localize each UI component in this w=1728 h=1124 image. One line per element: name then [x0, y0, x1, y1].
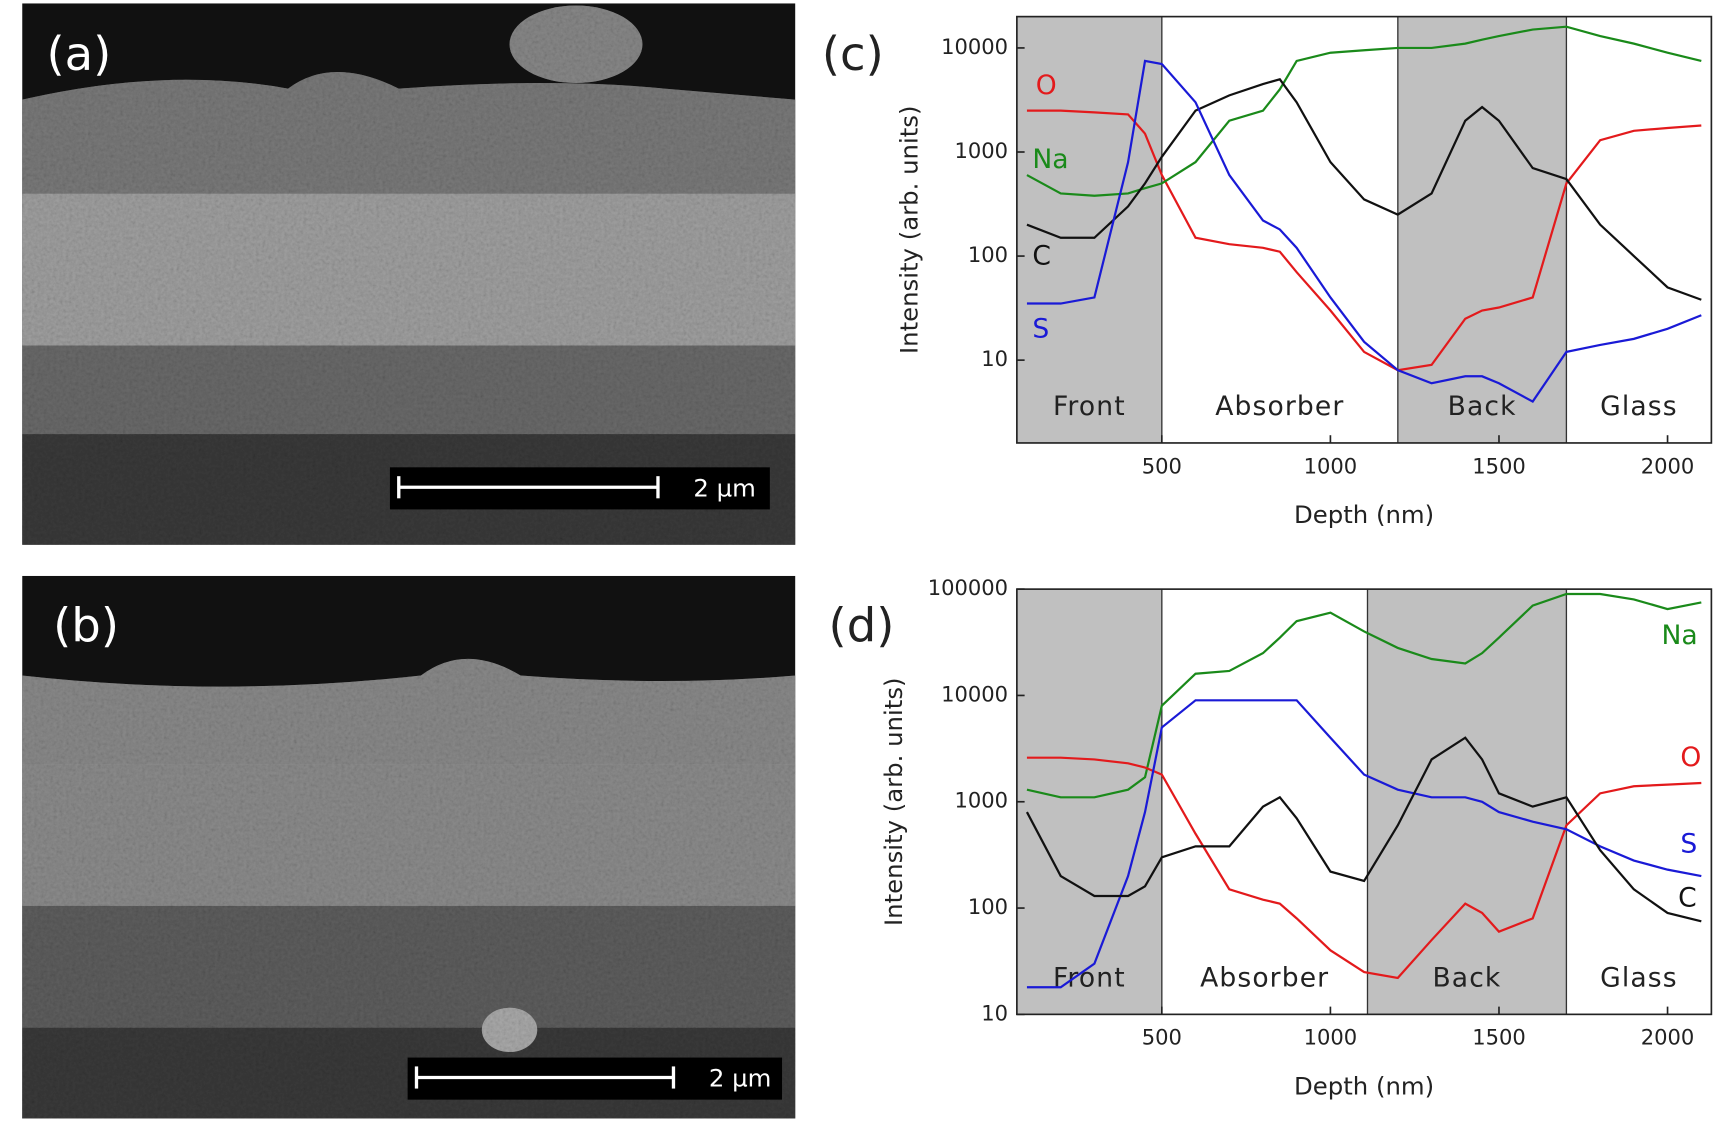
region [1367, 589, 1567, 1015]
x-tick-label: 1000 [1304, 453, 1358, 478]
y-tick-label: 100000 [928, 575, 1008, 600]
x-tick-label: 500 [1142, 453, 1182, 478]
legend-label: C [1678, 883, 1697, 914]
y-tick-label: 10000 [941, 34, 1008, 59]
x-tick-label: 1000 [1304, 1025, 1358, 1050]
series-line [1026, 699, 1702, 989]
series-line [1025, 736, 1702, 923]
y-tick-label: 1000 [954, 138, 1008, 163]
series-line [1026, 59, 1702, 403]
panel-label: (a) [47, 27, 112, 81]
series-line [1026, 109, 1702, 372]
series-line [1026, 592, 1702, 799]
region [1566, 17, 1711, 443]
scale-bar-label: 2 µm [693, 473, 755, 502]
y-tick-label: 10 [981, 1000, 1008, 1025]
y-tick-label: 100 [968, 242, 1008, 267]
legend-label: S [1032, 314, 1049, 345]
y-tick-label: 10 [981, 346, 1008, 371]
series-line [1026, 78, 1702, 301]
sem-image [22, 575, 796, 1119]
x-axis-title: Depth (nm) [1294, 500, 1434, 529]
y-axis-title: Intensity (arb. units) [895, 106, 924, 355]
sem-image [22, 3, 796, 545]
y-axis-title: Intensity (arb. units) [879, 677, 908, 926]
x-tick-label: 2000 [1641, 1025, 1695, 1050]
region [1397, 16, 1567, 443]
region-label: Absorber [1200, 962, 1329, 993]
x-tick-label: 1500 [1472, 1025, 1526, 1050]
legend-label: S [1680, 828, 1697, 859]
panel-label: (d) [829, 599, 895, 653]
legend-label: O [1036, 70, 1057, 101]
series-line [1026, 756, 1702, 980]
region-label: Glass [1600, 962, 1678, 993]
x-axis-title: Depth (nm) [1294, 1071, 1434, 1100]
y-tick-label: 1000 [954, 788, 1008, 813]
legend-label: O [1680, 742, 1701, 773]
region-label: Front [1053, 391, 1126, 422]
x-tick-label: 1500 [1472, 453, 1526, 478]
panel-label: (c) [822, 27, 884, 81]
plot-frame [1016, 15, 1713, 444]
y-tick-label: 100 [968, 894, 1008, 919]
scale-bar-label: 2 µm [709, 1064, 771, 1093]
region [1016, 589, 1162, 1015]
region-label: Back [1448, 391, 1517, 422]
y-tick-label: 10000 [941, 681, 1008, 706]
region-label: Back [1432, 962, 1501, 993]
region [1566, 589, 1711, 1014]
legend-label: C [1032, 240, 1051, 271]
legend-label: Na [1032, 144, 1068, 175]
panel-label: (b) [53, 599, 119, 653]
x-tick-label: 2000 [1641, 453, 1695, 478]
x-tick-label: 500 [1142, 1025, 1182, 1050]
region-label: Glass [1600, 391, 1678, 422]
region-label: Absorber [1215, 391, 1344, 422]
legend-label: Na [1662, 620, 1698, 651]
